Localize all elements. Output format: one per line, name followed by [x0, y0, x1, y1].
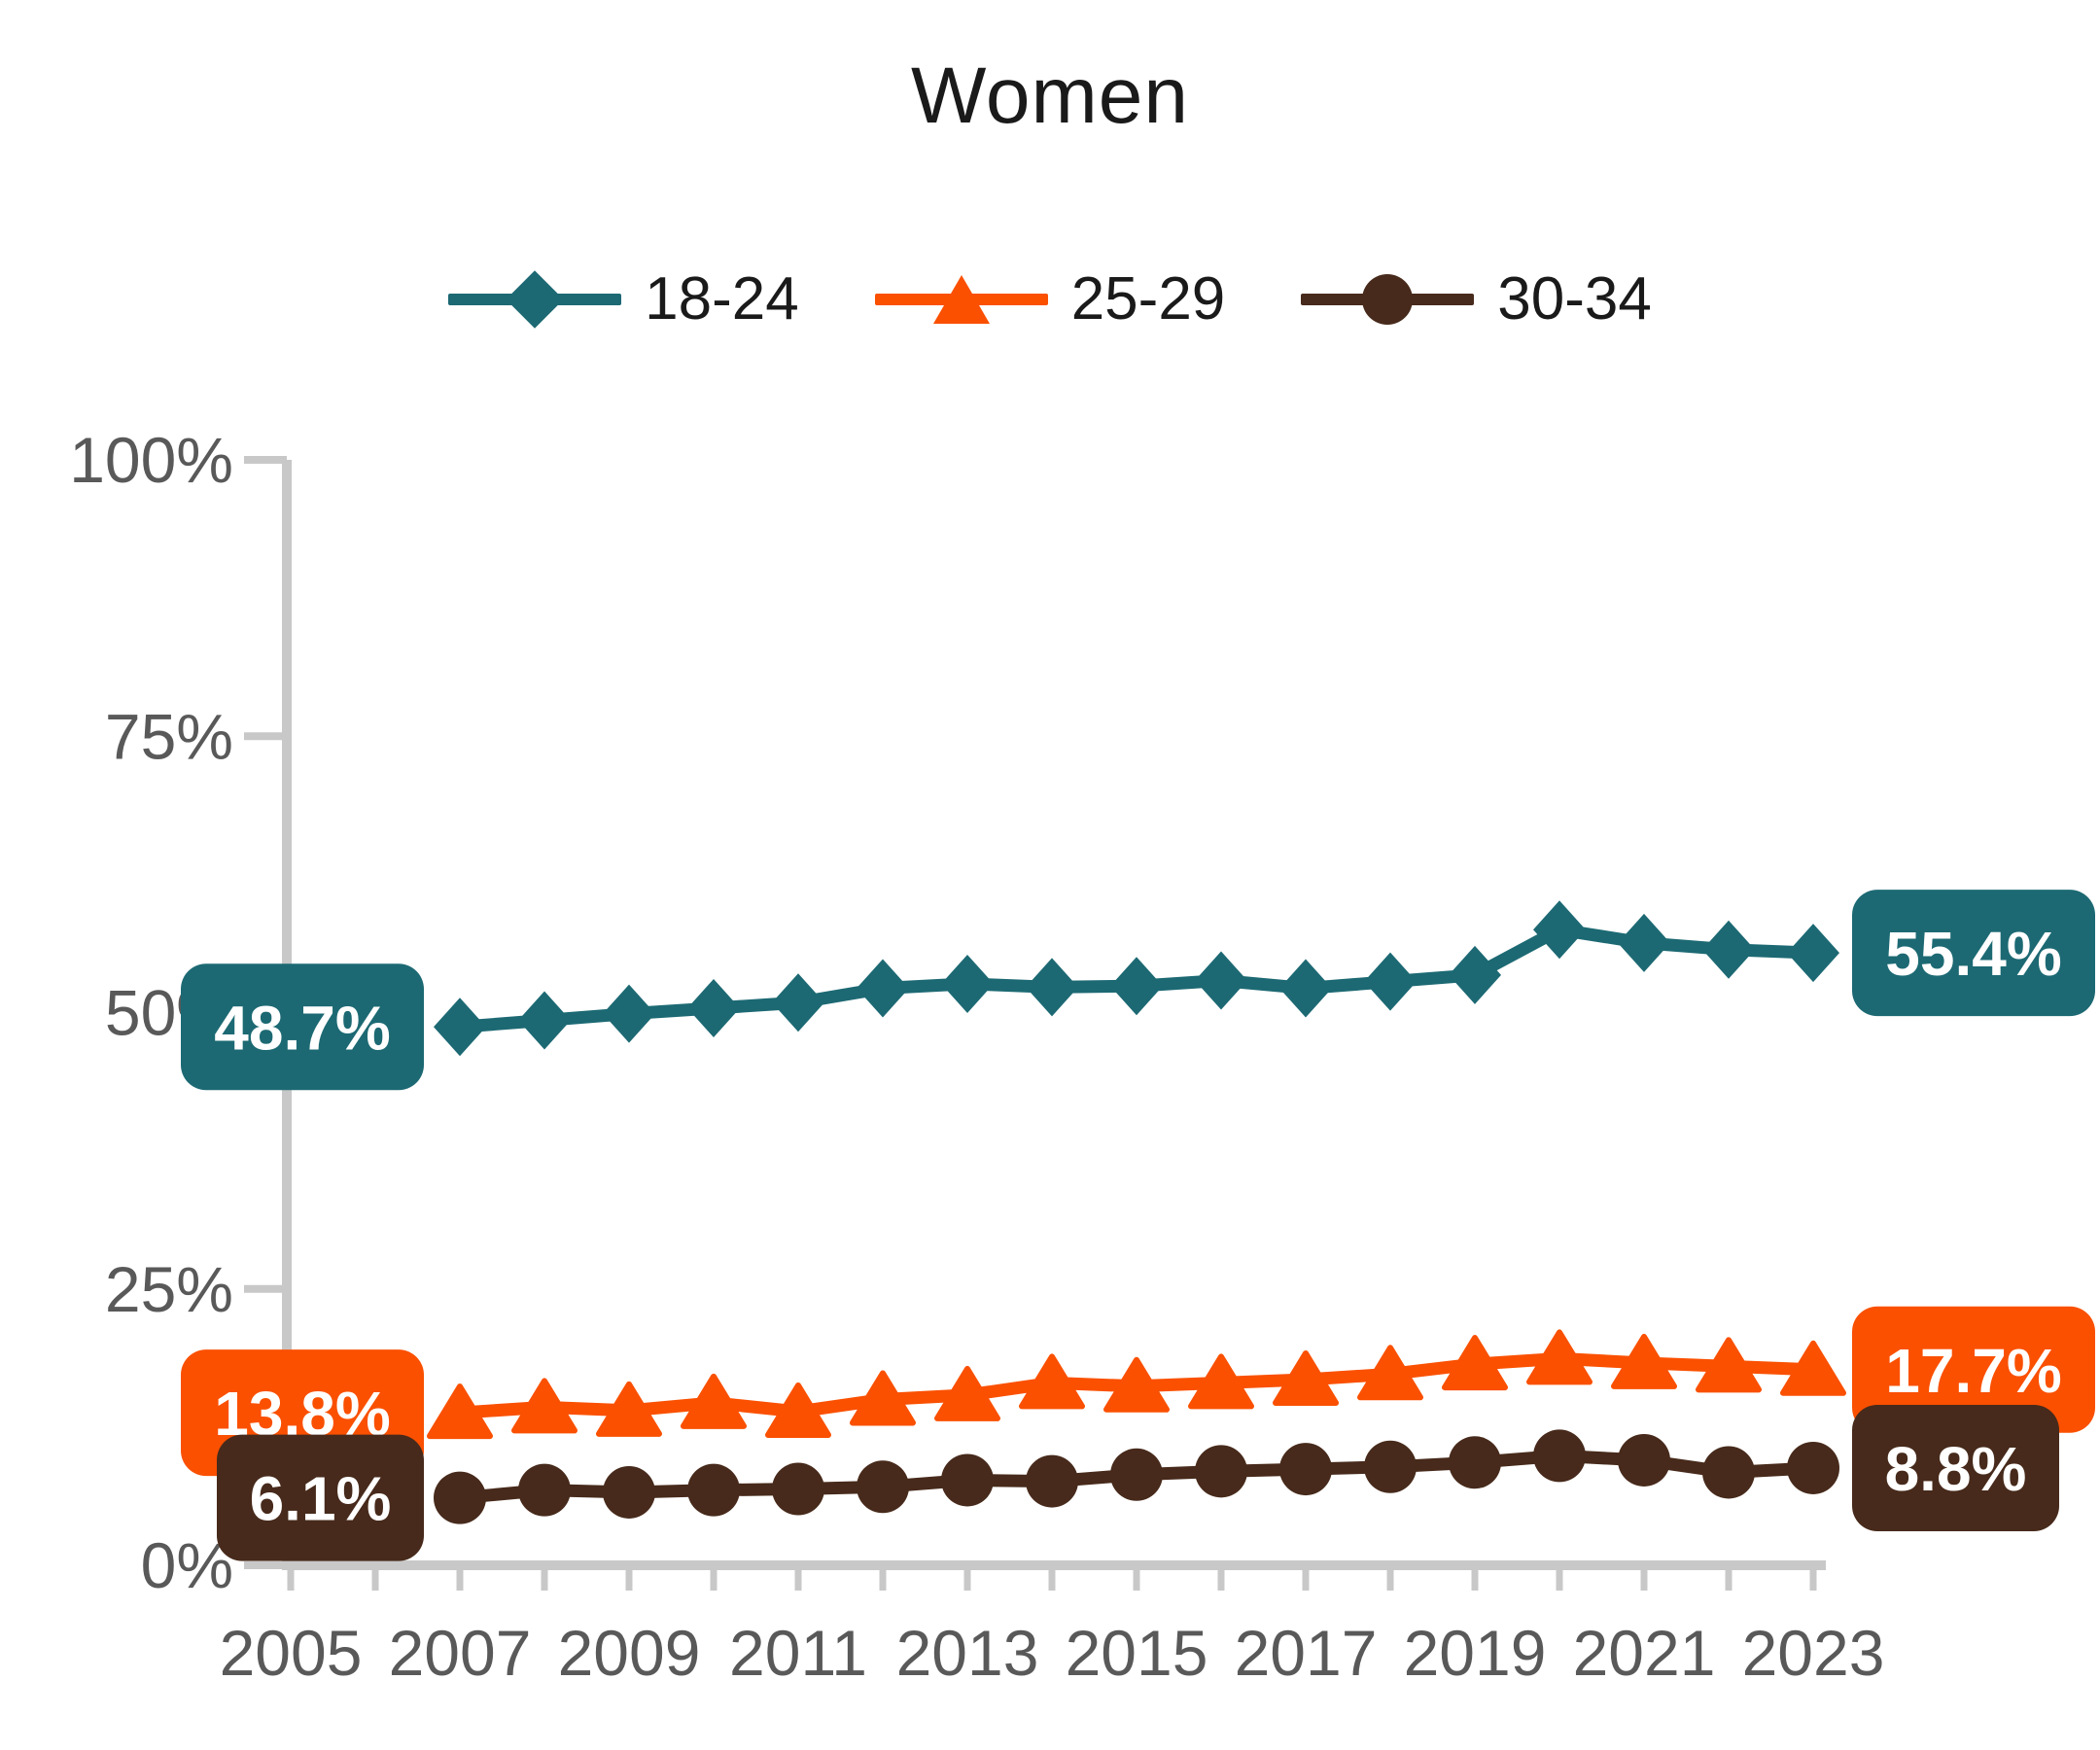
value-label-18-24-start: 48.7% [181, 963, 424, 1091]
marker-18-24-2016 [1195, 951, 1247, 1010]
value-label-25-29-end-text: 17.7% [1885, 1336, 2061, 1406]
marker-25-29-2017 [1273, 1349, 1339, 1406]
marker-30-34-2007 [434, 1471, 486, 1524]
triangle-marker-icon [874, 268, 1048, 331]
marker-25-29-2022 [1696, 1337, 1762, 1393]
x-tick-label: 2011 [729, 1617, 867, 1689]
marker-18-24-2019 [1449, 945, 1501, 1004]
marker-18-24-2007 [434, 998, 486, 1057]
marker-30-34-2015 [1110, 1448, 1163, 1501]
marker-30-34-2013 [941, 1453, 994, 1507]
marker-18-24-2013 [941, 954, 994, 1013]
marker-18-24-2023 [1787, 924, 1839, 983]
marker-30-34-2008 [518, 1463, 571, 1517]
x-tick-label: 2007 [389, 1617, 532, 1689]
marker-30-34-2009 [603, 1465, 655, 1519]
x-tick-label: 2009 [558, 1617, 701, 1689]
value-label-18-24-start-text: 48.7% [214, 993, 390, 1063]
x-tick-label: 2015 [1066, 1617, 1208, 1689]
legend-item-30-34: 30-34 [1301, 264, 1652, 333]
value-label-30-34-end-box [1852, 1404, 2059, 1531]
marker-25-29-2011 [765, 1382, 831, 1438]
marker-18-24-2020 [1533, 900, 1586, 960]
y-tick-label: 100% [69, 424, 233, 496]
circle-icon [1362, 273, 1414, 325]
triangle-icon [932, 274, 990, 324]
marker-18-24-2022 [1702, 920, 1755, 979]
marker-30-34-2011 [772, 1462, 824, 1516]
marker-25-29-2009 [596, 1381, 662, 1437]
marker-30-34-2012 [857, 1460, 909, 1514]
value-label-25-29-end: 17.7% [1852, 1306, 2095, 1433]
y-tick-label: 25% [105, 1253, 233, 1325]
marker-18-24-2009 [603, 984, 655, 1043]
series-18-24 [434, 900, 1839, 1057]
chart-legend: 18-24 25-29 30-34 [0, 264, 2100, 333]
marker-25-29-2013 [934, 1365, 1000, 1421]
y-tick-label: 75% [105, 700, 233, 772]
marker-30-34-2014 [1026, 1454, 1078, 1508]
value-label-30-34-start: 6.1% [217, 1434, 424, 1561]
marker-25-29-2015 [1103, 1356, 1170, 1413]
marker-30-34-2023 [1787, 1441, 1839, 1494]
x-tick-label: 2023 [1742, 1617, 1885, 1689]
circle-marker-icon [1301, 268, 1475, 331]
marker-25-29-2021 [1611, 1333, 1677, 1389]
legend-label-30-34: 30-34 [1497, 265, 1652, 332]
value-label-30-34-start-box [217, 1434, 424, 1561]
marker-25-29-2014 [1019, 1353, 1085, 1410]
marker-18-24-2010 [687, 978, 740, 1037]
value-label-18-24-end-text: 55.4% [1885, 919, 2061, 989]
x-tick-label: 2021 [1573, 1617, 1716, 1689]
marker-18-24-2015 [1110, 957, 1163, 1016]
marker-25-29-2018 [1357, 1345, 1423, 1401]
marker-30-34-2018 [1364, 1440, 1417, 1493]
diamond-marker-icon [448, 268, 622, 331]
value-label-18-24-start-box [181, 963, 424, 1091]
marker-25-29-2019 [1442, 1335, 1508, 1391]
x-tick-label: 2013 [896, 1617, 1039, 1689]
marker-25-29-2007 [427, 1383, 493, 1440]
marker-25-29-2008 [511, 1378, 578, 1434]
marker-25-29-2010 [681, 1373, 747, 1429]
marker-18-24-2012 [857, 959, 909, 1018]
marker-18-24-2017 [1279, 959, 1332, 1018]
legend-label-18-24: 18-24 [645, 265, 799, 332]
marker-30-34-2021 [1618, 1433, 1670, 1487]
marker-18-24-2018 [1364, 952, 1417, 1011]
x-tick-label: 2005 [220, 1617, 363, 1689]
legend-item-18-24: 18-24 [448, 264, 799, 333]
marker-30-34-2010 [687, 1463, 740, 1517]
marker-30-34-2020 [1533, 1429, 1586, 1483]
series-30-34 [434, 1429, 1839, 1524]
marker-18-24-2008 [518, 991, 571, 1050]
chart-title: Women [910, 52, 1190, 140]
marker-25-29-2020 [1526, 1329, 1592, 1385]
marker-30-34-2017 [1279, 1443, 1332, 1496]
marker-18-24-2011 [772, 973, 824, 1032]
value-label-18-24-end-box [1852, 890, 2095, 1017]
x-tick-label: 2019 [1404, 1617, 1547, 1689]
series-25-29 [427, 1329, 1846, 1440]
marker-30-34-2016 [1195, 1445, 1247, 1498]
legend-item-25-29: 25-29 [874, 264, 1226, 333]
x-tick-label: 2017 [1235, 1617, 1378, 1689]
marker-30-34-2019 [1449, 1436, 1501, 1489]
value-label-30-34-start-text: 6.1% [250, 1464, 392, 1534]
marker-18-24-2021 [1618, 913, 1670, 972]
value-label-18-24-end: 55.4% [1852, 890, 2095, 1017]
legend-label-25-29: 25-29 [1070, 265, 1226, 332]
value-label-30-34-end-text: 8.8% [1885, 1434, 2027, 1504]
marker-18-24-2014 [1026, 958, 1078, 1017]
marker-25-29-2012 [850, 1370, 916, 1426]
value-label-30-34-end: 8.8% [1852, 1404, 2059, 1531]
marker-25-29-2023 [1780, 1340, 1846, 1396]
marker-30-34-2022 [1702, 1446, 1755, 1499]
marker-25-29-2016 [1188, 1353, 1254, 1410]
value-label-25-29-end-box [1852, 1306, 2095, 1433]
